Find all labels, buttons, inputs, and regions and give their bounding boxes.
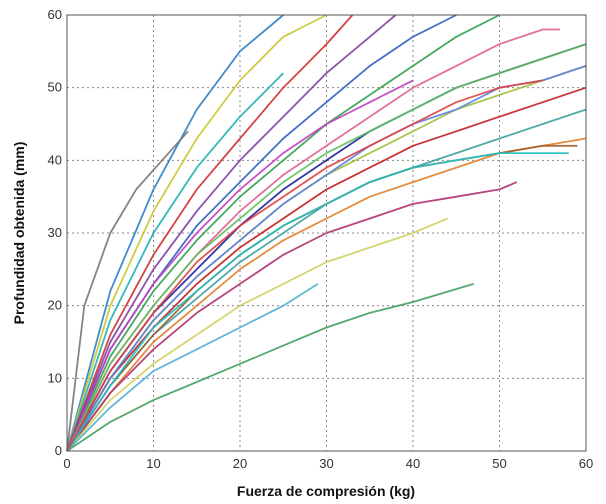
series-line-3	[66, 130, 189, 452]
plot-area-frame	[66, 14, 587, 452]
series-line-5	[66, 14, 354, 452]
series-line-19	[66, 79, 414, 452]
y-tick-label: 20	[48, 298, 62, 313]
series-line-24	[66, 79, 543, 452]
series-line-18	[66, 283, 474, 452]
y-tick-label: 40	[48, 152, 62, 167]
x-tick-label: 0	[63, 456, 70, 471]
series-lines	[66, 14, 587, 452]
y-axis-label: Profundidad obtenida (mm)	[11, 142, 27, 325]
y-tick-label: 0	[55, 443, 62, 458]
x-tick-label: 50	[492, 456, 506, 471]
x-tick-label: 20	[233, 456, 247, 471]
series-line-6	[66, 14, 397, 452]
series-line-4	[66, 72, 284, 452]
series-line-2	[66, 14, 327, 452]
x-tick-label: 30	[319, 456, 333, 471]
y-tick-label: 30	[48, 225, 62, 240]
x-tick-label: 60	[579, 456, 593, 471]
series-line-1	[66, 14, 284, 452]
series-line-20	[66, 43, 587, 452]
x-tick-labels: 0 10 20 30 40 50 60	[63, 456, 593, 471]
y-tick-labels: 0 10 20 30 40 50 60	[48, 7, 62, 458]
y-tick-label: 60	[48, 7, 62, 22]
x-tick-label: 10	[146, 456, 160, 471]
x-axis-label: Fuerza de compresión (kg)	[237, 483, 415, 499]
series-line-23	[66, 152, 569, 452]
series-line-17	[66, 283, 319, 452]
series-line-15	[66, 181, 518, 452]
y-tick-label: 50	[48, 80, 62, 95]
x-tick-label: 40	[406, 456, 420, 471]
y-tick-label: 10	[48, 370, 62, 385]
series-line-16	[66, 217, 448, 452]
series-line-8	[66, 14, 500, 452]
